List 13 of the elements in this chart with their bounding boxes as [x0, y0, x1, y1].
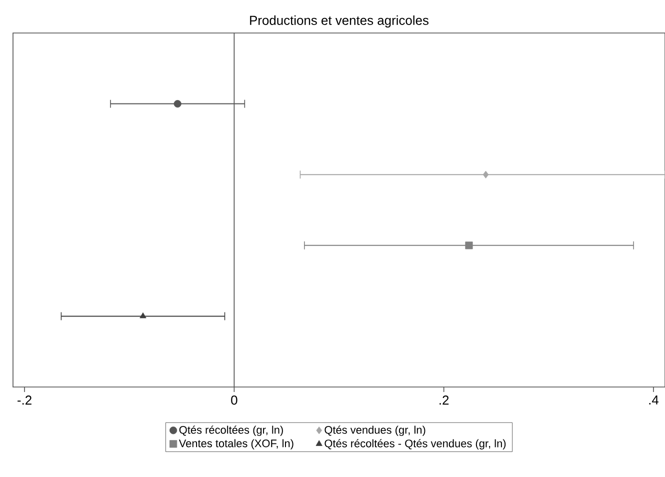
point	[174, 100, 182, 108]
x-tick-label: .2	[440, 396, 449, 405]
legend-label: Qtés vendues (gr, ln)	[324, 426, 426, 436]
legend-label: Qtés récoltées (gr, ln)	[179, 426, 283, 436]
x-tick-label: 0	[231, 396, 238, 405]
legend-label: Ventes totales (XOF, ln)	[178, 439, 294, 450]
x-tick-label: -.2	[18, 396, 32, 405]
point	[140, 312, 146, 318]
x-tick-label: .4	[649, 396, 658, 404]
chart-title: Productions et ventes agricoles	[250, 15, 428, 28]
point	[465, 242, 473, 250]
legend-label: Qtés récoltées - Qtés vendues (gr, ln)	[324, 439, 506, 450]
point	[482, 170, 489, 178]
